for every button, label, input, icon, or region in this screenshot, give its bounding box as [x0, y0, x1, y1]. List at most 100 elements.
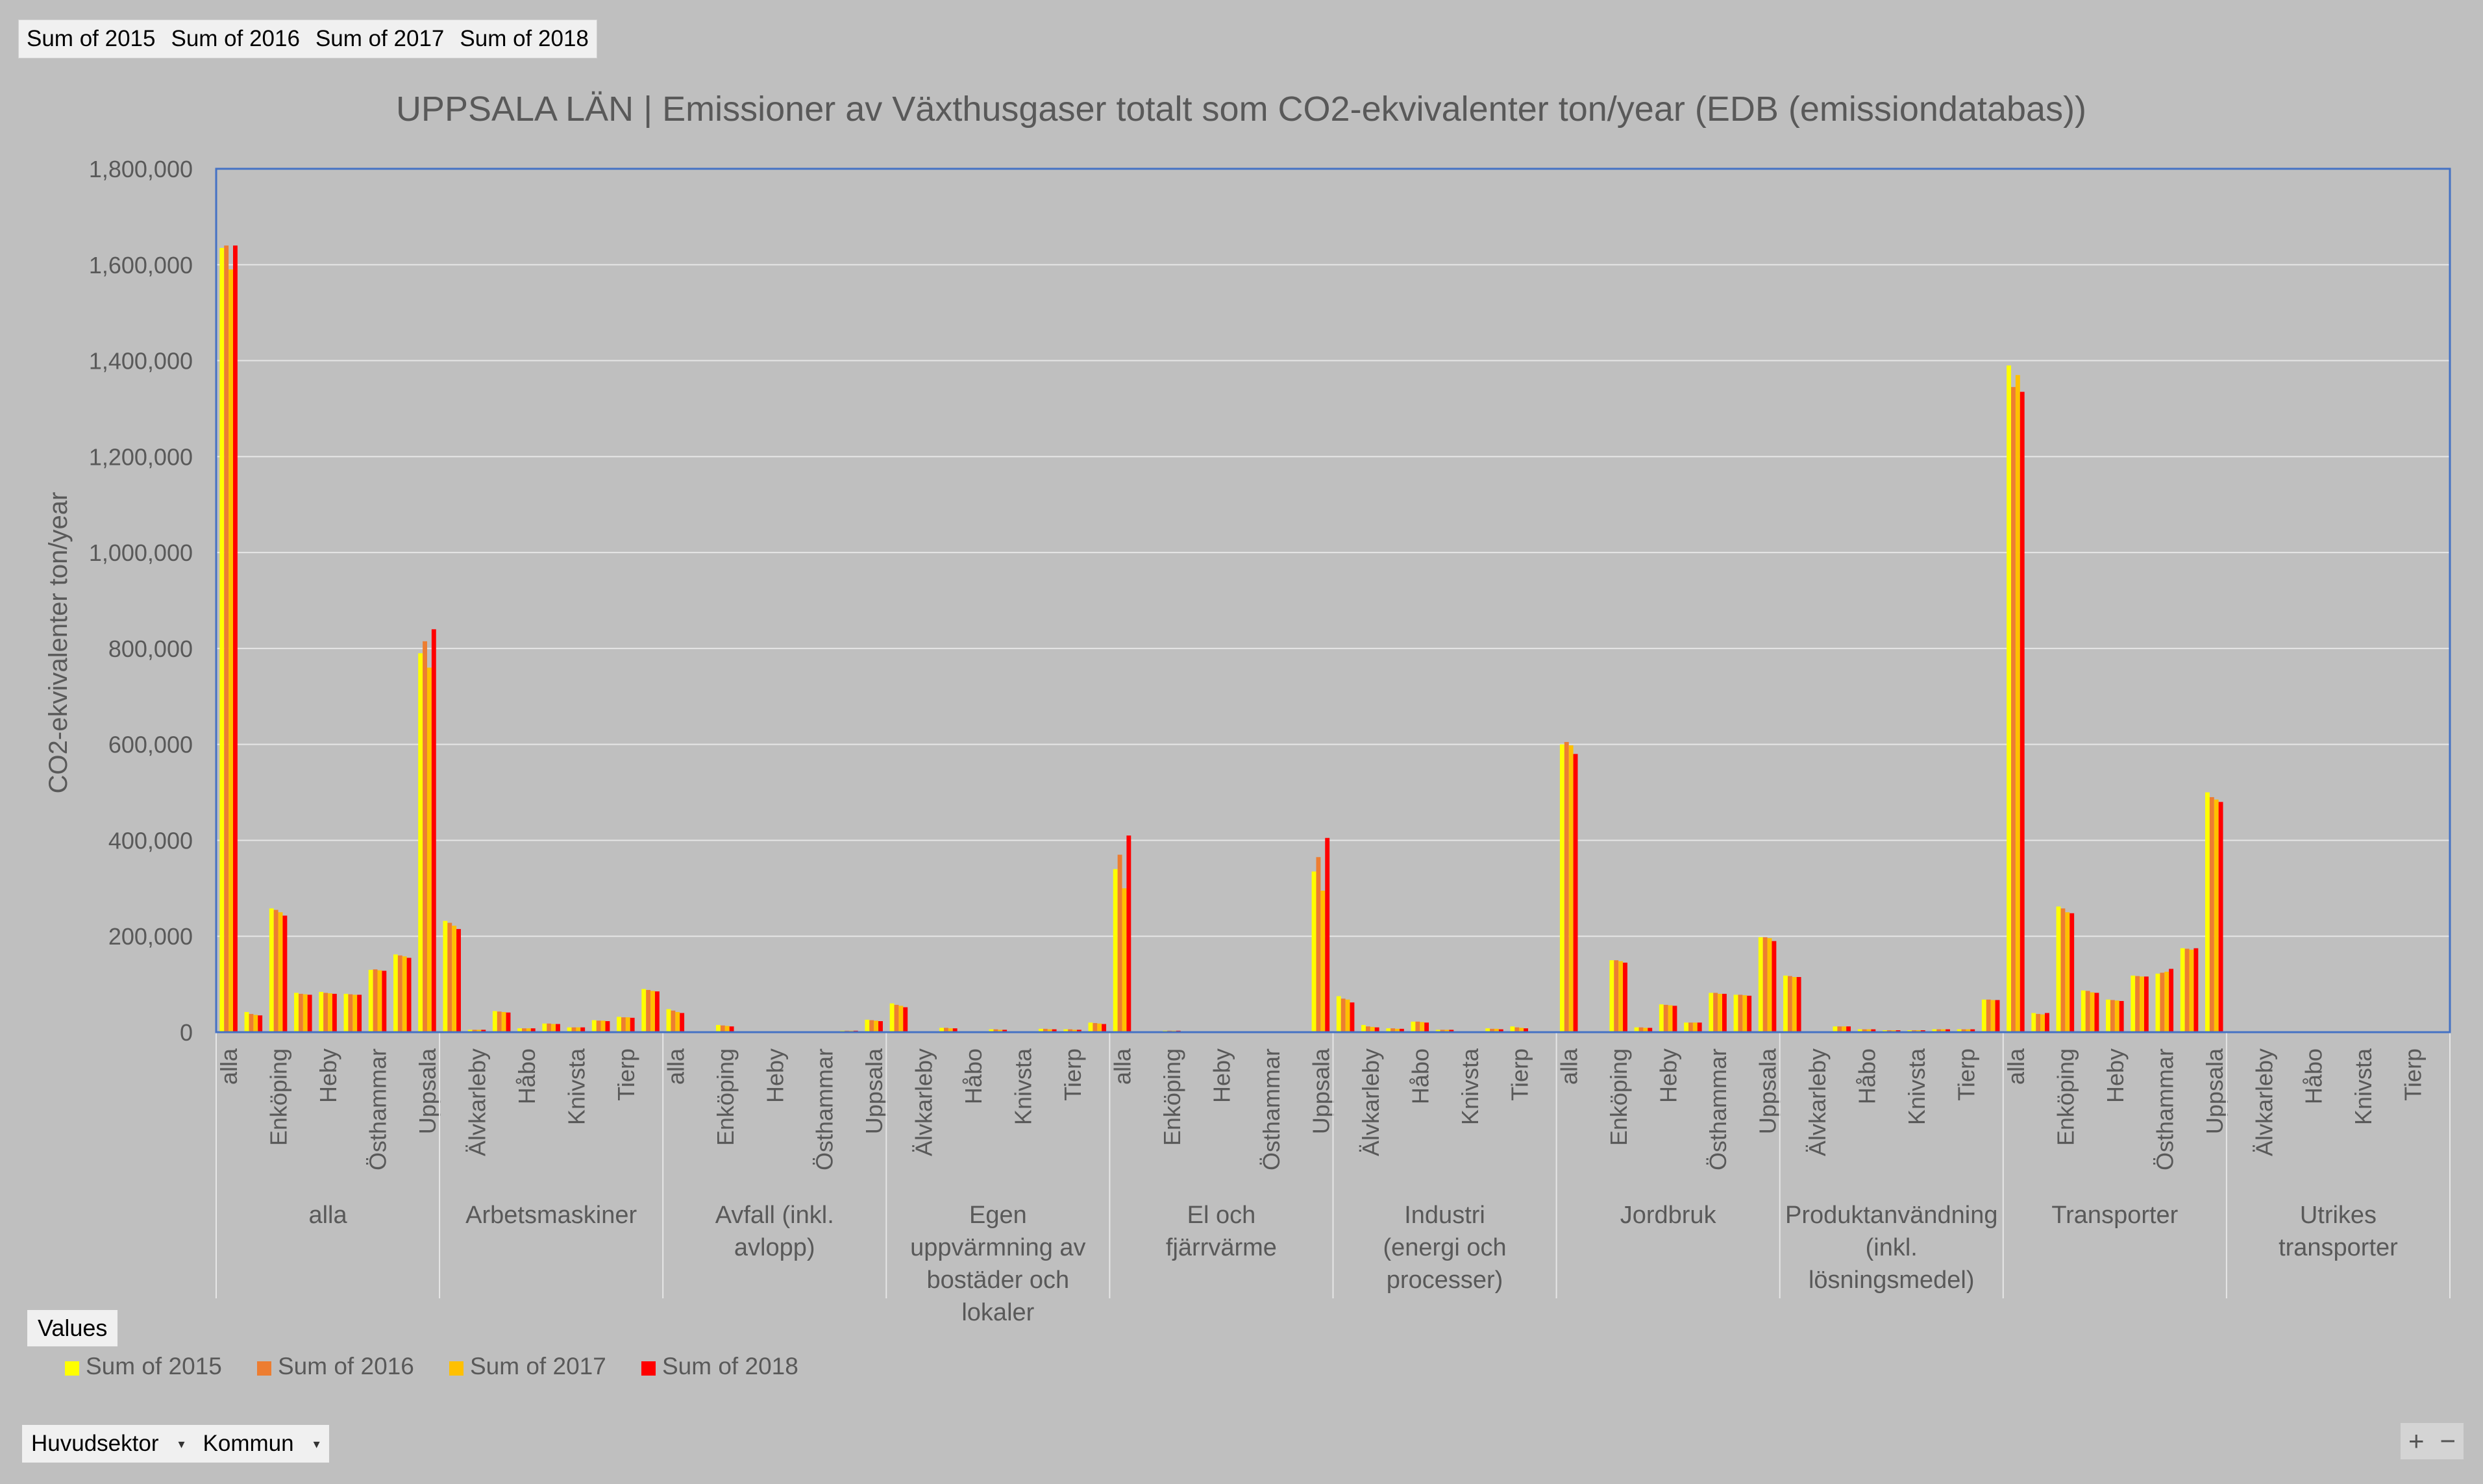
bar — [1833, 1026, 1838, 1032]
x-category-label: Östhammar — [1258, 1048, 1285, 1170]
x-group-label: Avfall (inkl. avlopp) — [715, 1202, 834, 1261]
bar — [2007, 365, 2012, 1032]
bar — [2218, 802, 2223, 1032]
axis-field-button-1[interactable]: Huvudsektor ▾ — [22, 1431, 194, 1457]
bar — [617, 1017, 621, 1032]
bar — [680, 1013, 685, 1032]
field-button-1[interactable]: Sum of 2015 — [27, 26, 156, 51]
bar — [591, 1020, 597, 1032]
bar — [1386, 1028, 1391, 1032]
x-category-label: alla — [2003, 1048, 2029, 1085]
bar — [1837, 1026, 1842, 1032]
x-group-label: Utrikes transporter — [2279, 1202, 2398, 1261]
bar — [476, 1030, 482, 1032]
bar — [1718, 993, 1722, 1032]
bar — [1684, 1022, 1689, 1032]
bar — [323, 993, 328, 1032]
bar — [253, 1015, 258, 1032]
x-category-label: Heby — [315, 1048, 341, 1103]
bar — [1399, 1028, 1404, 1032]
dropdown-arrow-icon[interactable]: ▾ — [313, 1437, 320, 1452]
bar — [2209, 797, 2214, 1032]
bar — [1672, 1006, 1677, 1032]
bar — [278, 912, 283, 1032]
x-group-label: Transporter — [2051, 1202, 2178, 1229]
bar — [1668, 1005, 1673, 1032]
bar — [2085, 991, 2090, 1032]
bar — [1494, 1028, 1499, 1032]
bar — [724, 1026, 730, 1032]
bar — [273, 909, 278, 1032]
bar — [1498, 1029, 1503, 1032]
x-category-label: Tierp — [613, 1048, 639, 1101]
bar — [2081, 990, 2086, 1032]
bar — [1634, 1027, 1639, 1032]
bar — [467, 1030, 473, 1032]
bar — [889, 1003, 895, 1032]
bar — [989, 1029, 994, 1032]
bar — [1374, 1027, 1379, 1032]
bar — [1316, 857, 1321, 1032]
bar — [343, 993, 349, 1032]
bar — [605, 1021, 610, 1032]
bar — [1325, 837, 1330, 1032]
bar — [1365, 1026, 1370, 1032]
bar — [1762, 937, 1768, 1032]
zoom-in-button[interactable]: + — [2408, 1426, 2425, 1456]
x-category-label: Älvkarleby — [1357, 1048, 1384, 1156]
bar — [1609, 960, 1614, 1032]
bar — [431, 629, 436, 1032]
bar — [2184, 948, 2190, 1032]
bar — [402, 956, 407, 1032]
bar — [1390, 1028, 1396, 1032]
bar — [1663, 1004, 1668, 1032]
bar — [373, 969, 378, 1032]
field-button-4[interactable]: Sum of 2018 — [460, 26, 589, 51]
bar — [894, 1004, 899, 1032]
bar — [418, 653, 423, 1032]
bar — [232, 245, 238, 1033]
bar — [497, 1011, 502, 1032]
bar — [2143, 976, 2149, 1032]
bar — [2214, 799, 2219, 1032]
bar — [551, 1024, 556, 1032]
dropdown-arrow-icon[interactable]: ▾ — [178, 1437, 185, 1452]
bar — [1345, 999, 1350, 1032]
bar — [2164, 971, 2169, 1032]
x-category-label: Uppsala — [1755, 1048, 1781, 1134]
bar — [1986, 999, 1991, 1032]
bar — [1524, 1028, 1529, 1032]
bar — [506, 1012, 511, 1032]
bar — [1052, 1029, 1057, 1032]
bar — [1961, 1029, 1966, 1032]
bar — [1758, 937, 1763, 1032]
bar — [1088, 1022, 1093, 1032]
bar — [492, 1011, 497, 1032]
y-tick-label: 1,600,000 — [89, 252, 193, 278]
bar — [671, 1010, 676, 1032]
bar — [1519, 1028, 1524, 1032]
bar — [720, 1025, 725, 1032]
bar — [1435, 1030, 1440, 1032]
bar — [452, 925, 457, 1032]
bar — [1767, 938, 1772, 1032]
values-field-button[interactable]: Values — [27, 1310, 118, 1346]
bar — [1783, 975, 1788, 1032]
axis-field-button-2[interactable]: Kommun ▾ — [194, 1431, 329, 1457]
x-category-label: Tierp — [1506, 1048, 1533, 1101]
field-button-2[interactable]: Sum of 2016 — [171, 26, 300, 51]
bar — [447, 922, 452, 1032]
field-button-3[interactable]: Sum of 2017 — [315, 26, 445, 51]
x-category-label: Östhammar — [2151, 1048, 2178, 1170]
x-category-label: Östhammar — [1705, 1048, 1731, 1170]
bar — [2015, 375, 2020, 1032]
bar — [1747, 995, 1752, 1032]
bar — [269, 908, 274, 1032]
bar — [2110, 1000, 2115, 1032]
bar — [650, 991, 655, 1032]
bar — [2090, 992, 2095, 1032]
zoom-out-button[interactable]: − — [2440, 1426, 2456, 1456]
x-category-label: Östhammar — [365, 1048, 391, 1170]
bar — [303, 994, 308, 1032]
